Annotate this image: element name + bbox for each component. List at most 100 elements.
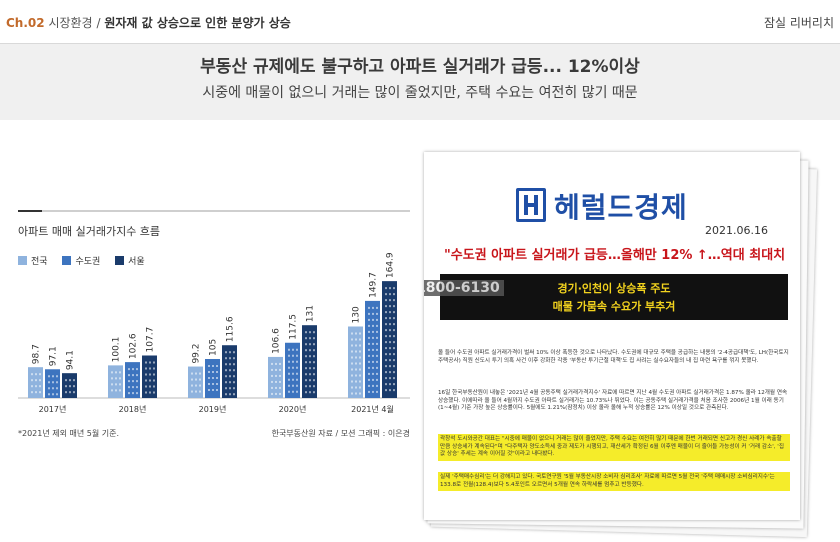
bar-window-dot (305, 385, 307, 388)
bar-window-dot (389, 341, 391, 344)
bar-window-dot (313, 361, 315, 364)
bar-window-dot (313, 379, 315, 382)
bar-window-dot (368, 378, 370, 381)
bar-window-dot (292, 348, 294, 351)
bar-window-dot (271, 368, 273, 371)
value-label-seoul-4: 164.9 (386, 252, 396, 278)
bar-window-dot (393, 371, 395, 374)
bar-window-dot (313, 349, 315, 352)
legend-item-seoul: 서울 (115, 254, 145, 267)
bar-window-dot (309, 349, 311, 352)
newspaper-name: 헤럴드경제 (554, 191, 688, 224)
bar-window-dot (296, 360, 298, 363)
bar-window-dot (145, 361, 147, 364)
bar-window-dot (73, 379, 75, 382)
subhead-line-1: 경기·인천이 상승폭 주도 (557, 282, 671, 295)
bar-window-dot (309, 385, 311, 388)
bar-window-dot (376, 366, 378, 369)
bar-window-dot (372, 378, 374, 381)
bar-window-dot (128, 386, 130, 389)
bar-window-dot (309, 361, 311, 364)
bar-window-dot (376, 360, 378, 363)
bar-window-dot (39, 379, 41, 382)
bar-window-dot (31, 379, 33, 382)
bar-window-dot (275, 392, 277, 395)
bar-window-dot (296, 390, 298, 393)
bar-window-dot (52, 375, 54, 378)
bar-window-dot (376, 318, 378, 321)
bar-window-dot (313, 367, 315, 370)
bar-window-dot (309, 343, 311, 346)
bar-window-dot (296, 372, 298, 375)
bar-window-dot (305, 367, 307, 370)
bar-window-dot (393, 305, 395, 308)
bar-window-dot (208, 389, 210, 391)
bar-window-dot (65, 385, 67, 388)
bar-window-dot (136, 392, 138, 395)
bar-window-dot (288, 378, 290, 381)
section-label: 시장환경 (48, 16, 93, 30)
bar-window-dot (149, 379, 151, 382)
bar-window-dot (48, 387, 50, 390)
bar-window-dot (385, 287, 387, 290)
bar-window-dot (309, 337, 311, 340)
bar-window-dot (292, 372, 294, 375)
bar-window-dot (229, 375, 231, 378)
bar-window-dot (376, 390, 378, 393)
bar-window-dot (385, 389, 387, 392)
bar-window-dot (376, 372, 378, 375)
bar-window-dot (296, 366, 298, 369)
bar-window-dot (393, 389, 395, 392)
bar-window-dot (39, 385, 41, 388)
bar-window-dot (359, 380, 361, 383)
chart-footnote: *2021년 제외 매년 5월 기준. (18, 429, 120, 438)
bar-window-dot (305, 355, 307, 358)
bar-window-dot (385, 305, 387, 308)
bar-window-dot (191, 384, 193, 387)
article-paragraph-1: 올 들어 수도권 아파트 실거래가격이 벌써 10% 이상 폭등한 것으로 나타… (438, 350, 789, 364)
bar-window-dot (393, 365, 395, 368)
bar-window-dot (309, 379, 311, 382)
bar-window-dot (212, 365, 214, 367)
bar-window-dot (372, 336, 374, 339)
bar-window-dot (389, 329, 391, 332)
bar-window-dot (195, 390, 197, 393)
bar-window-dot (389, 371, 391, 374)
bar-window-dot (393, 299, 395, 302)
bar-window-dot (368, 336, 370, 339)
legend-item-capital: 수도권 (62, 254, 100, 267)
headline-band: 부동산 규제에도 불구하고 아파트 실거래가 급등... 12%이상 시중에 매… (0, 44, 840, 120)
bar-window-dot (389, 311, 391, 314)
bar-window-dot (52, 381, 54, 384)
bar-window-dot (385, 377, 387, 380)
bar-window-dot (376, 342, 378, 345)
bar-window-dot (48, 375, 50, 378)
bar-window-dot (385, 335, 387, 338)
bar-window-dot (56, 393, 58, 396)
bar-window-dot (208, 383, 210, 385)
bar-window-dot (355, 344, 357, 347)
bar-window-dot (359, 332, 361, 335)
bar-window-dot (351, 338, 353, 341)
value-label-national-3: 106.6 (272, 328, 282, 354)
bar-window-dot (292, 390, 294, 393)
bar-window-dot (385, 323, 387, 326)
bar-window-dot (355, 386, 357, 389)
bar-window-dot (233, 369, 235, 372)
bar-window-dot (31, 373, 33, 376)
bar-window-dot (393, 377, 395, 380)
bar-window-dot (225, 387, 227, 390)
bar-window-dot (296, 384, 298, 387)
bar-window-dot (355, 374, 357, 377)
bar-window-dot (305, 379, 307, 382)
bar-window-dot (145, 367, 147, 370)
bar-window-dot (279, 374, 281, 377)
bar-window-dot (119, 371, 121, 374)
bar-window-dot (279, 362, 281, 365)
value-label-capital-4: 149.7 (369, 272, 379, 298)
bar-window-dot (309, 331, 311, 334)
bar-window-dot (313, 373, 315, 376)
bar-window-dot (119, 383, 121, 386)
bar-window-dot (136, 374, 138, 377)
bar-window-dot (305, 331, 307, 334)
